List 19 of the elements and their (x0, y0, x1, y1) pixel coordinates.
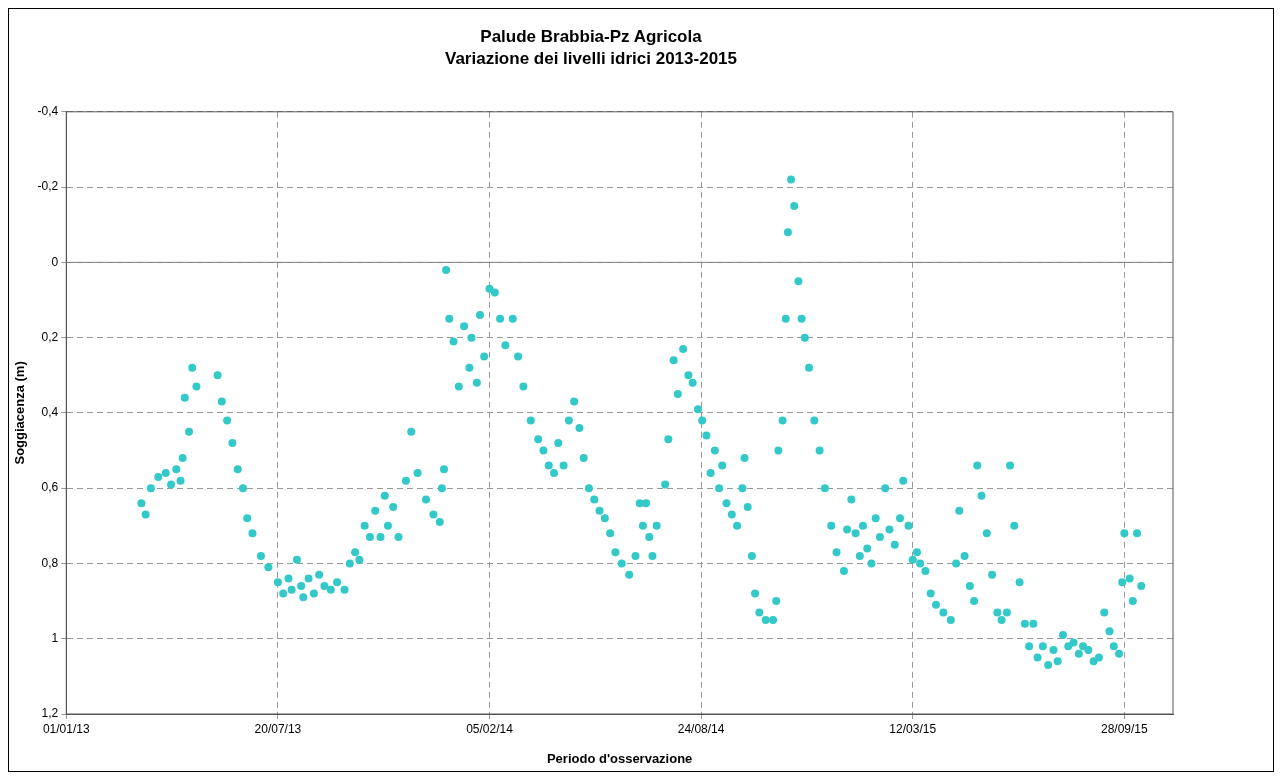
x-tick-label: 28/09/15 (1100, 721, 1149, 736)
x-tick-label: 20/07/13 (254, 721, 302, 736)
x-tick-label: 05/02/14 (466, 721, 514, 736)
y-tick-label: 0,4 (41, 405, 59, 420)
y-tick-label: 0,2 (41, 329, 59, 344)
y-tick-label: -0,4 (37, 104, 59, 119)
y-tick-label: 0,8 (41, 555, 59, 570)
y-axis-title: Soggiacenza (m) (12, 361, 28, 465)
y-tick-label: 1 (51, 631, 59, 646)
y-tick-label: 0,6 (41, 480, 59, 495)
y-tick-label: 0 (51, 254, 59, 269)
y-tick-label: -0,2 (37, 179, 59, 194)
chart-subtitle: Variazione dei livelli idrici 2013-2015 (445, 49, 737, 69)
x-tick-label: 12/03/15 (889, 721, 937, 736)
x-tick-label: 24/08/14 (677, 721, 725, 736)
x-axis-title: Periodo d'osservazione (546, 750, 693, 766)
chart-title: Palude Brabbia-Pz Agricola (480, 26, 703, 46)
y-tick-label: 1,2 (41, 706, 59, 721)
x-tick-label: 01/01/13 (42, 721, 90, 736)
